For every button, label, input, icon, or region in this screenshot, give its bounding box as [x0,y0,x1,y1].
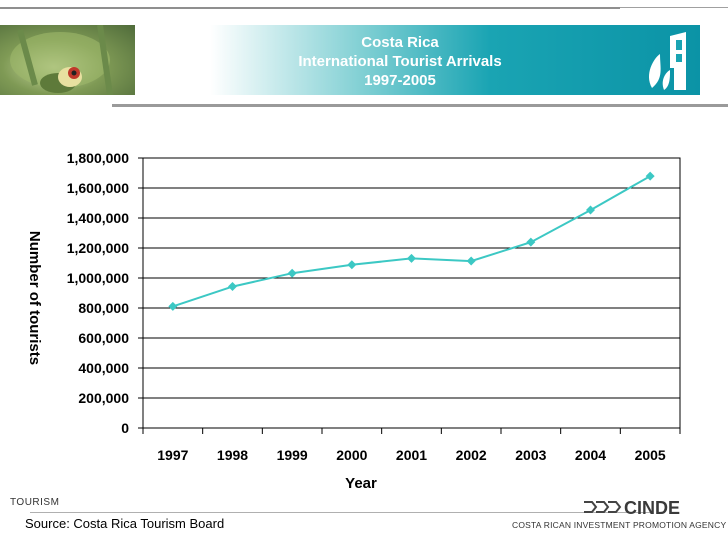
data-point-marker [407,253,416,263]
footer-divider [30,512,650,513]
top-divider [0,7,620,9]
y-tick-label: 1,400,000 [67,210,129,226]
y-tick-label: 600,000 [78,330,129,346]
header-divider [112,104,728,107]
x-tick-label: 1999 [277,447,308,463]
x-tick-label: 2000 [336,447,367,463]
tower-logo-icon [649,32,686,90]
source-note: Source: Costa Rica Tourism Board [25,516,225,531]
x-tick-label: 2002 [456,447,487,463]
data-point-marker [526,237,536,247]
x-tick-label: 2001 [396,447,427,463]
y-tick-label: 0 [121,420,129,436]
header-title-line3: 1997-2005 [364,72,436,89]
cinde-logo: CINDE [584,498,680,516]
data-point-marker [347,260,357,270]
x-tick-label: 2004 [575,447,606,463]
x-tick-label: 2003 [515,447,546,463]
data-point-marker [645,171,655,181]
x-axis-title: Year [345,475,377,492]
data-point-marker [586,205,595,215]
data-point-marker [168,301,178,311]
y-tick-label: 1,000,000 [67,270,129,286]
cinde-logo-text: CINDE [624,498,680,516]
cinde-wave-icon [584,501,622,513]
header-title-line1: Costa Rica [361,34,439,51]
frog-photo [0,25,135,95]
x-tick-label: 1997 [157,447,188,463]
agency-tagline: COSTA RICAN INVESTMENT PROMOTION AGENCY [512,520,727,530]
line-chart: 0 200,000 400,000 600,000 800,000 1,000,000 1,… [26,150,681,492]
y-tick-label: 800,000 [78,300,129,316]
plot-area [142,157,681,429]
y-axis-title: Number of tourists [26,231,43,365]
y-tick-label: 400,000 [78,360,129,376]
data-point-marker [466,256,476,266]
data-point-marker [287,268,297,278]
x-tick-label: 2005 [635,447,666,463]
header-title: Costa Rica International Tourist Arrival… [230,33,570,90]
y-tick-label: 1,200,000 [67,240,129,256]
y-tick-label: 1,800,000 [67,150,129,166]
x-tick-label: 1998 [217,447,248,463]
data-point-marker [228,282,237,292]
top-divider-right [620,7,728,8]
section-label: TOURISM [10,497,60,508]
y-tick-label: 200,000 [78,390,129,406]
y-tick-label: 1,600,000 [67,180,129,196]
header-title-line2: International Tourist Arrivals [298,53,502,70]
